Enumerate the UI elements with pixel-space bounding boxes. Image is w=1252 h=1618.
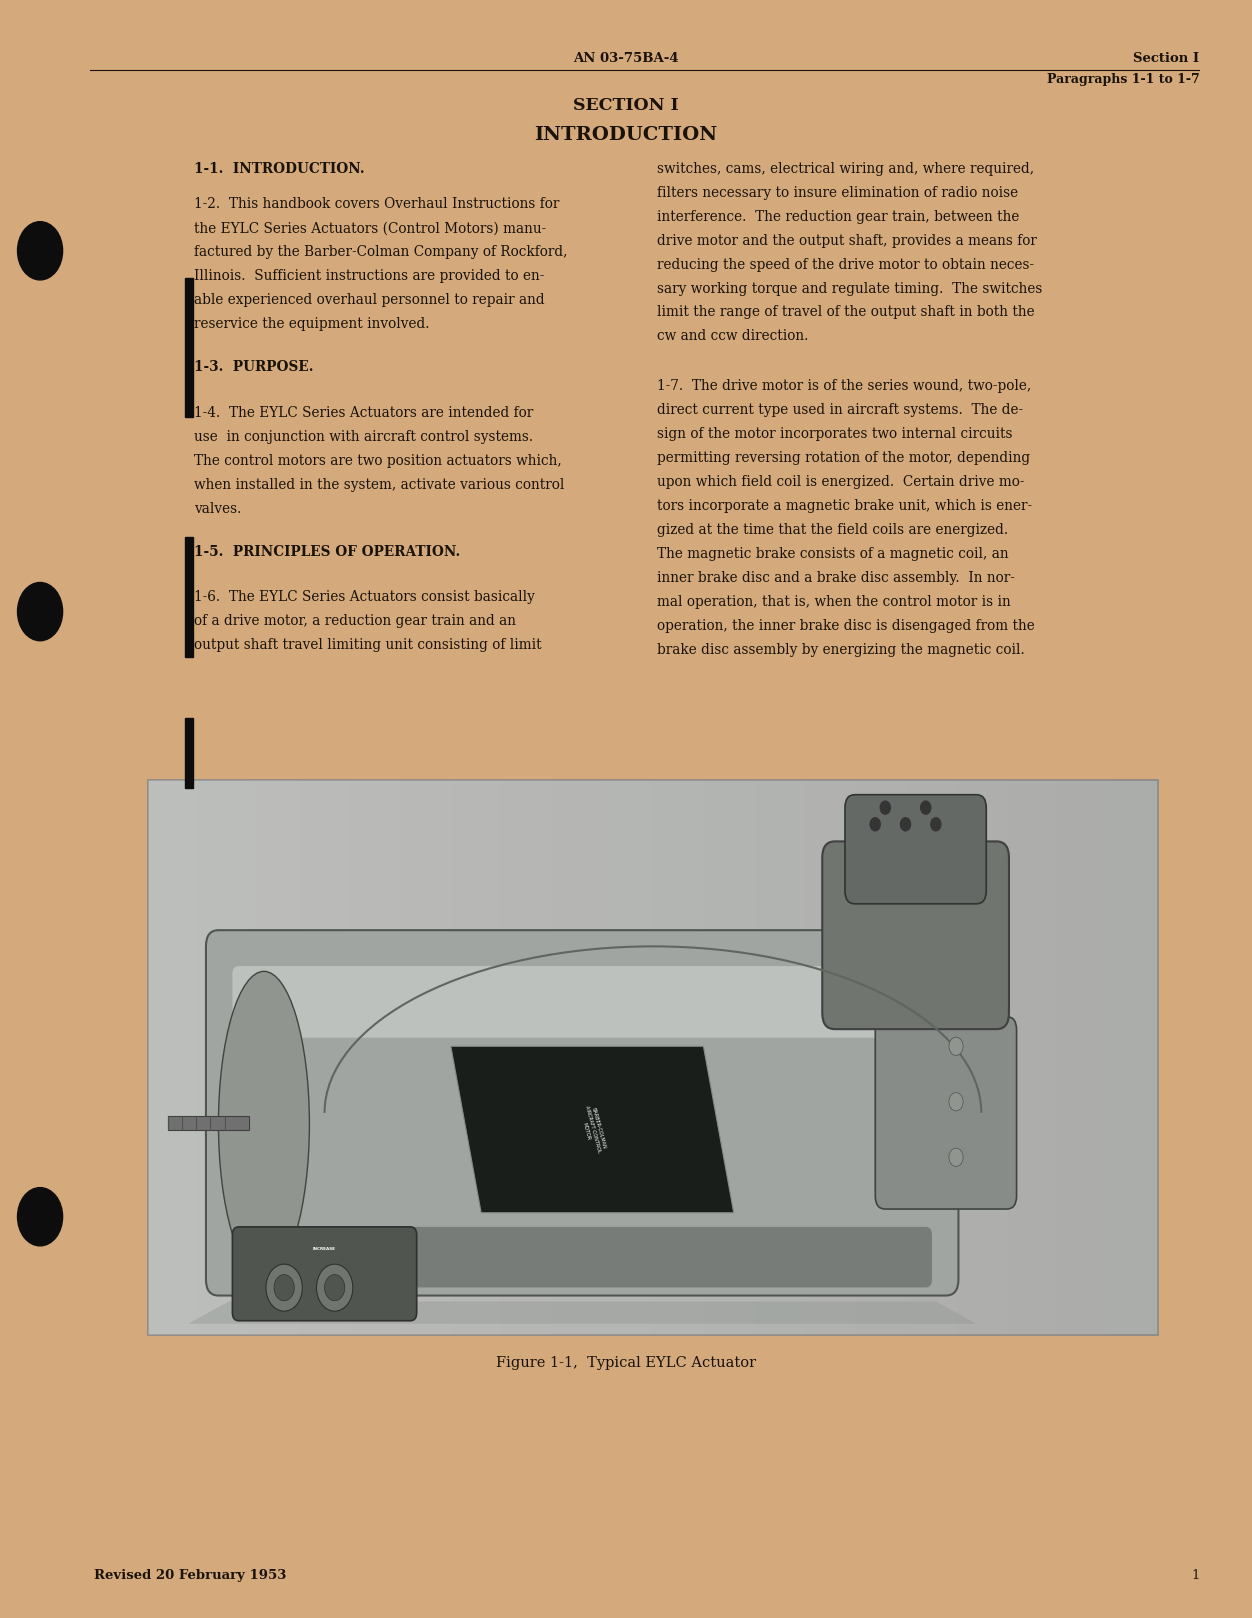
Circle shape (870, 817, 880, 830)
Bar (552, 780, 602, 1335)
Text: interference.  The reduction gear train, between the: interference. The reduction gear train, … (657, 210, 1019, 223)
Bar (654, 780, 704, 1335)
Circle shape (18, 222, 63, 280)
Circle shape (18, 582, 63, 641)
Text: 1-5.  PRINCIPLES OF OPERATION.: 1-5. PRINCIPLES OF OPERATION. (194, 545, 461, 558)
Bar (1108, 780, 1158, 1335)
Text: upon which field coil is energized.  Certain drive mo-: upon which field coil is energized. Cert… (657, 476, 1025, 489)
Bar (1007, 780, 1057, 1335)
Text: Section I: Section I (1133, 52, 1199, 65)
Text: 1-1.  INTRODUCTION.: 1-1. INTRODUCTION. (194, 162, 364, 176)
Bar (401, 780, 451, 1335)
Text: INTRODUCTION: INTRODUCTION (535, 126, 717, 144)
FancyBboxPatch shape (875, 1016, 1017, 1209)
Circle shape (324, 1275, 344, 1301)
Circle shape (900, 817, 910, 830)
Text: permitting reversing rotation of the motor, depending: permitting reversing rotation of the mot… (657, 451, 1030, 464)
Text: brake disc assembly by energizing the magnetic coil.: brake disc assembly by energizing the ma… (657, 642, 1025, 657)
Text: tors incorporate a magnetic brake unit, which is ener-: tors incorporate a magnetic brake unit, … (657, 498, 1033, 513)
Bar (249, 780, 299, 1335)
Bar (148, 780, 198, 1335)
FancyBboxPatch shape (233, 1226, 417, 1320)
Text: limit the range of travel of the output shaft in both the: limit the range of travel of the output … (657, 306, 1035, 319)
FancyBboxPatch shape (205, 930, 959, 1296)
Bar (451, 780, 501, 1335)
Text: gized at the time that the field coils are energized.: gized at the time that the field coils a… (657, 523, 1008, 537)
Text: switches, cams, electrical wiring and, where required,: switches, cams, electrical wiring and, w… (657, 162, 1034, 176)
Text: filters necessary to insure elimination of radio noise: filters necessary to insure elimination … (657, 186, 1018, 199)
Text: Revised 20 February 1953: Revised 20 February 1953 (94, 1569, 287, 1582)
Text: 1-2.  This handbook covers Overhaul Instructions for: 1-2. This handbook covers Overhaul Instr… (194, 197, 560, 212)
Bar (168, 1116, 249, 1129)
Bar (349, 780, 401, 1335)
Text: The magnetic brake consists of a magnetic coil, an: The magnetic brake consists of a magneti… (657, 547, 1009, 561)
Text: 1: 1 (1191, 1569, 1199, 1582)
Bar (185, 278, 193, 417)
Bar (704, 780, 754, 1335)
Text: reducing the speed of the drive motor to obtain neces-: reducing the speed of the drive motor to… (657, 257, 1034, 272)
Ellipse shape (218, 971, 309, 1277)
Text: Paragraphs 1-1 to 1-7: Paragraphs 1-1 to 1-7 (1047, 73, 1199, 86)
Circle shape (949, 1092, 963, 1112)
Bar (754, 780, 805, 1335)
Text: output shaft travel limiting unit consisting of limit: output shaft travel limiting unit consis… (194, 637, 542, 652)
Circle shape (920, 801, 930, 814)
Bar (185, 537, 193, 657)
Circle shape (317, 1264, 353, 1311)
Text: cw and ccw direction.: cw and ccw direction. (657, 330, 809, 343)
Bar (957, 780, 1007, 1335)
Circle shape (265, 1264, 302, 1311)
Circle shape (18, 1188, 63, 1246)
Bar (905, 780, 957, 1335)
FancyBboxPatch shape (823, 841, 1009, 1029)
Text: valves.: valves. (194, 502, 242, 516)
Text: Figure 1-1,  Typical EYLC Actuator: Figure 1-1, Typical EYLC Actuator (496, 1356, 756, 1370)
Text: Illinois.  Sufficient instructions are provided to en-: Illinois. Sufficient instructions are pr… (194, 269, 545, 283)
Text: The control motors are two position actuators which,: The control motors are two position actu… (194, 453, 562, 468)
Text: when installed in the system, activate various control: when installed in the system, activate v… (194, 477, 565, 492)
Text: sign of the motor incorporates two internal circuits: sign of the motor incorporates two inter… (657, 427, 1013, 442)
Text: factured by the Barber-Colman Company of Rockford,: factured by the Barber-Colman Company of… (194, 246, 567, 259)
Bar (299, 780, 349, 1335)
Bar (602, 780, 654, 1335)
Bar (805, 780, 855, 1335)
Text: sary working torque and regulate timing.  The switches: sary working torque and regulate timing.… (657, 282, 1043, 296)
Text: 1-6.  The EYLC Series Actuators consist basically: 1-6. The EYLC Series Actuators consist b… (194, 591, 535, 604)
Bar (501, 780, 552, 1335)
Text: able experienced overhaul personnel to repair and: able experienced overhaul personnel to r… (194, 293, 545, 307)
Text: direct current type used in aircraft systems.  The de-: direct current type used in aircraft sys… (657, 403, 1023, 417)
Text: inner brake disc and a brake disc assembly.  In nor-: inner brake disc and a brake disc assemb… (657, 571, 1015, 584)
Text: 1-7.  The drive motor is of the series wound, two-pole,: 1-7. The drive motor is of the series wo… (657, 379, 1032, 393)
Bar (1057, 780, 1108, 1335)
Bar (855, 780, 905, 1335)
Circle shape (274, 1275, 294, 1301)
Text: INCREASE: INCREASE (313, 1247, 336, 1251)
Text: use  in conjunction with aircraft control systems.: use in conjunction with aircraft control… (194, 430, 533, 443)
Text: mal operation, that is, when the control motor is in: mal operation, that is, when the control… (657, 595, 1012, 608)
Text: drive motor and the output shaft, provides a means for: drive motor and the output shaft, provid… (657, 233, 1037, 248)
FancyBboxPatch shape (845, 794, 987, 904)
Circle shape (880, 801, 890, 814)
FancyBboxPatch shape (233, 1226, 931, 1288)
Text: reservice the equipment involved.: reservice the equipment involved. (194, 317, 429, 332)
Text: of a drive motor, a reduction gear train and an: of a drive motor, a reduction gear train… (194, 615, 516, 628)
Bar (185, 718, 193, 788)
Text: 1-4.  The EYLC Series Actuators are intended for: 1-4. The EYLC Series Actuators are inten… (194, 406, 533, 419)
Circle shape (930, 817, 940, 830)
Circle shape (949, 1037, 963, 1055)
Polygon shape (451, 1047, 734, 1214)
Text: AN 03-75BA-4: AN 03-75BA-4 (573, 52, 679, 65)
Text: SECTION I: SECTION I (573, 97, 679, 115)
Text: BARBER-COLMAN
AIRCRAFT CONTROL
MOTOR: BARBER-COLMAN AIRCRAFT CONTROL MOTOR (577, 1103, 607, 1155)
Circle shape (949, 1149, 963, 1167)
Bar (148, 780, 1158, 1335)
Text: 1-3.  PURPOSE.: 1-3. PURPOSE. (194, 361, 313, 374)
Text: the EYLC Series Actuators (Control Motors) manu-: the EYLC Series Actuators (Control Motor… (194, 222, 546, 235)
Bar (198, 780, 249, 1335)
Polygon shape (188, 1301, 977, 1324)
Text: operation, the inner brake disc is disengaged from the: operation, the inner brake disc is disen… (657, 618, 1035, 633)
FancyBboxPatch shape (233, 966, 931, 1037)
